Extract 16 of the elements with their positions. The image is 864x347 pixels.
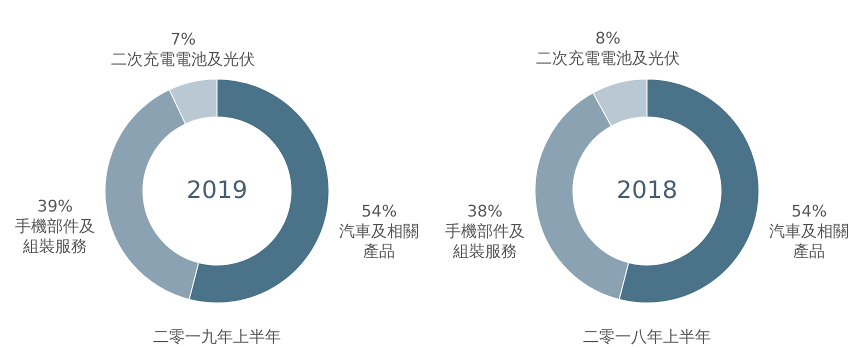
data-label: 38% [467,201,503,220]
text: 二零一九年上半年 [153,327,281,346]
text: 2018 [616,176,678,204]
slice-label: 二次充電電池及光伏 [111,50,256,69]
data-label: 39% [37,196,73,216]
slice-label: 手機部件及組裝服務 [15,216,96,256]
slice-label: 手機部件及組裝服務 [444,221,525,260]
data-label: 54% [791,201,827,220]
slice-label: 汽車及相關產品 [769,221,850,260]
text: 2019 [186,176,248,204]
text: 二零一八年上半年 [583,327,711,346]
slice-label: 汽車及相關產品 [339,221,420,260]
slice-label: 二次充電電池及光伏 [536,48,680,68]
data-label: 7% [170,30,196,49]
data-label: 54% [361,201,397,220]
data-label: 8% [595,28,621,48]
